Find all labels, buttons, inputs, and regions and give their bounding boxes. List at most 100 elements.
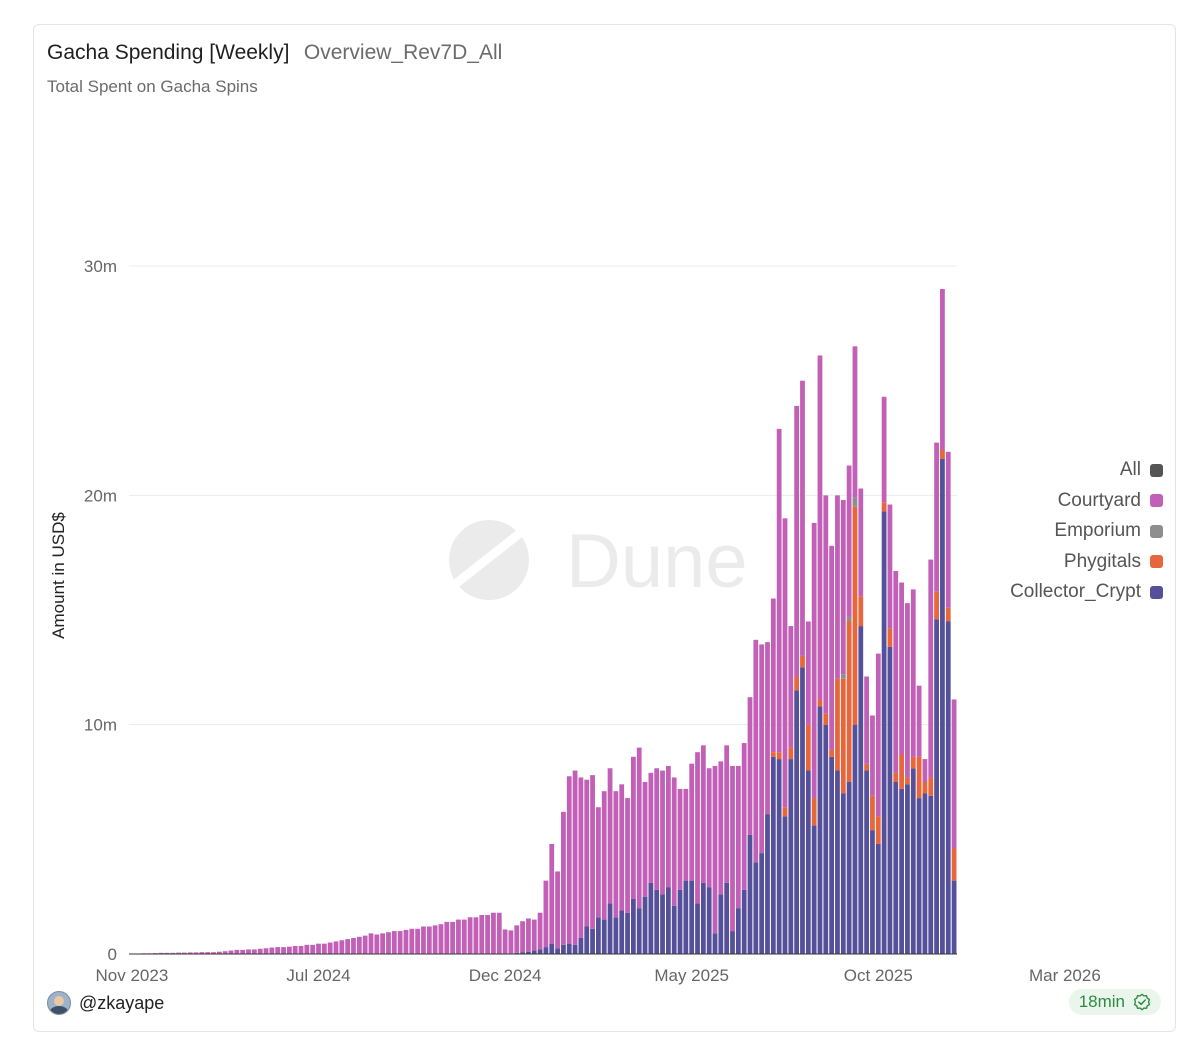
- bar-collector-crypt: [765, 814, 770, 954]
- bar-collector-crypt: [561, 944, 566, 954]
- bar-courtyard: [409, 928, 415, 954]
- bar-collector-crypt: [660, 894, 665, 954]
- watermark-text: Dune: [566, 519, 748, 604]
- y-tick-label: 0: [108, 945, 117, 964]
- bar-courtyard: [934, 442, 939, 592]
- y-axis-label: Amount in USD$: [49, 512, 68, 639]
- bar-courtyard: [187, 952, 193, 954]
- author-name[interactable]: @zkayape: [79, 992, 165, 1013]
- bar-collector-crypt: [537, 949, 543, 954]
- refresh-badge[interactable]: 18min: [1068, 989, 1161, 1015]
- legend-item[interactable]: Emporium: [1010, 516, 1163, 547]
- bar-courtyard: [246, 949, 251, 954]
- bar-courtyard: [526, 918, 531, 952]
- bar-courtyard: [310, 944, 316, 954]
- bar-collector-crypt: [520, 952, 525, 954]
- bar-collector-crypt: [584, 926, 590, 954]
- bar-collector-crypt: [689, 880, 695, 954]
- bar-courtyard: [182, 952, 187, 954]
- bar-phygitals: [870, 795, 875, 831]
- bar-courtyard: [432, 925, 438, 954]
- bar-courtyard: [508, 930, 514, 954]
- bar-collector-crypt: [852, 724, 858, 954]
- bar-courtyard: [759, 644, 765, 854]
- bar-courtyard: [275, 947, 281, 954]
- legend-item[interactable]: Phygitals: [1010, 547, 1163, 578]
- bar-collector-crypt: [654, 889, 660, 954]
- bar-collector-crypt: [905, 784, 910, 954]
- bar-collector-crypt: [899, 788, 904, 954]
- query-name[interactable]: Overview_Rev7D_All: [303, 41, 503, 64]
- dune-logo-stripe: [451, 526, 527, 589]
- x-tick-label: Mar 2026: [1029, 966, 1101, 985]
- bar-courtyard: [584, 779, 590, 927]
- bar-collector-crypt: [735, 908, 741, 954]
- bar-collector-crypt: [881, 511, 887, 954]
- bar-courtyard: [292, 945, 298, 954]
- bar-phygitals: [852, 506, 858, 725]
- y-tick-label: 10m: [84, 716, 117, 735]
- bar-courtyard: [607, 768, 613, 904]
- bar-courtyard: [496, 912, 502, 954]
- dune-logo-icon: [449, 520, 529, 600]
- bar-courtyard: [421, 926, 426, 954]
- bar-courtyard: [339, 940, 345, 954]
- bar-courtyard: [426, 926, 432, 954]
- bar-collector-crypt: [910, 768, 916, 954]
- bar-collector-crypt: [858, 626, 864, 954]
- bar-courtyard: [654, 768, 660, 890]
- bar-courtyard: [665, 765, 671, 888]
- bar-phygitals: [916, 756, 922, 799]
- bar-phygitals: [928, 777, 934, 796]
- bar-collector-crypt: [922, 793, 928, 954]
- bar-courtyard: [712, 765, 718, 934]
- bar-courtyard: [905, 603, 910, 778]
- bar-courtyard: [887, 504, 893, 629]
- bar-courtyard: [205, 952, 211, 954]
- bar-courtyard: [765, 642, 770, 815]
- bar-courtyard: [543, 880, 549, 948]
- author[interactable]: @zkayape: [47, 991, 164, 1015]
- bar-courtyard: [829, 545, 835, 750]
- bar-courtyard: [216, 951, 222, 954]
- bar-courtyard: [846, 465, 852, 617]
- bar-courtyard: [648, 772, 654, 883]
- avatar[interactable]: [47, 991, 71, 1015]
- legend-item[interactable]: All: [1010, 455, 1163, 486]
- bar-collector-crypt: [718, 894, 724, 954]
- bar-courtyard: [537, 912, 543, 950]
- bar-courtyard: [415, 928, 421, 954]
- bar-collector-crypt: [846, 782, 852, 954]
- bar-courtyard: [800, 380, 805, 656]
- chart-title[interactable]: Gacha Spending [Weekly]: [47, 41, 290, 64]
- bar-phygitals: [823, 713, 829, 725]
- legend-item[interactable]: Collector_Crypt: [1010, 577, 1163, 608]
- bar-phygitals: [905, 777, 910, 785]
- bar-collector-crypt: [578, 937, 584, 954]
- bar-courtyard: [403, 929, 409, 954]
- bar-courtyard: [251, 949, 257, 954]
- bar-collector-crypt: [648, 882, 654, 954]
- bar-courtyard: [228, 950, 234, 954]
- refresh-time: 18min: [1078, 992, 1125, 1011]
- bar-courtyard: [304, 944, 310, 954]
- bar-courtyard: [397, 931, 403, 954]
- bar-courtyard: [730, 765, 735, 932]
- legend-item[interactable]: Courtyard: [1010, 486, 1163, 517]
- title-row: Gacha Spending [Weekly] Overview_Rev7D_A…: [47, 41, 502, 65]
- bar-collector-crypt: [753, 862, 759, 954]
- bar-courtyard: [700, 745, 706, 883]
- legend-swatch: [1150, 494, 1163, 508]
- bar-collector-crypt: [829, 756, 835, 954]
- bar-courtyard: [630, 756, 636, 899]
- bar-collector-crypt: [665, 887, 671, 954]
- bar-courtyard: [776, 428, 782, 753]
- bar-courtyard: [327, 942, 333, 954]
- bar-phygitals: [893, 772, 899, 783]
- legend: All Courtyard Emporium Phygitals Collector_C…: [1010, 455, 1163, 608]
- bar-collector-crypt: [835, 770, 840, 954]
- bar-collector-crypt: [916, 798, 922, 954]
- bar-collector-crypt: [741, 889, 747, 954]
- bar-courtyard: [689, 763, 695, 881]
- bar-courtyard: [870, 715, 875, 796]
